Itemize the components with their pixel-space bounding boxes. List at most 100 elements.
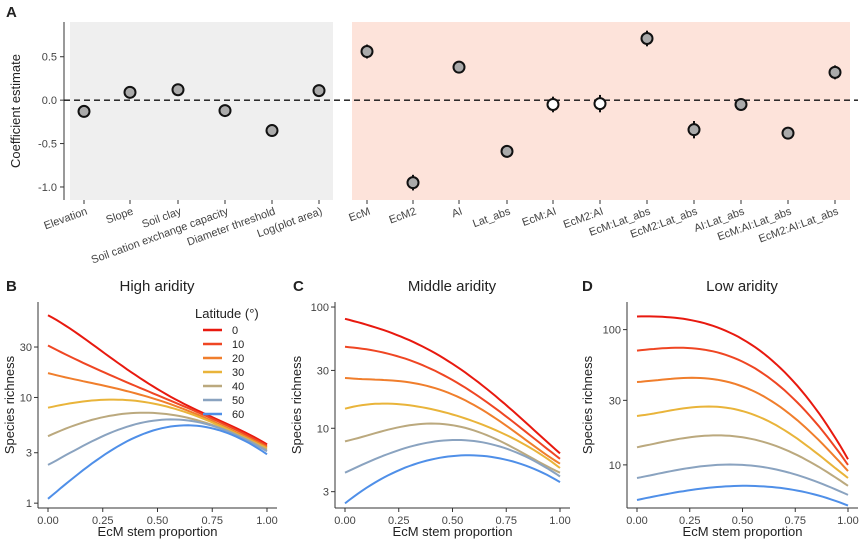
panel-a-point <box>406 176 420 190</box>
x-tick-label: 0.00 <box>334 515 355 527</box>
y-axis-label: Species richness <box>580 355 595 454</box>
legend-title: Latitude (°) <box>195 306 259 321</box>
panel-a-x-tick-label: AI <box>450 206 464 221</box>
panel-a-point <box>687 123 701 137</box>
x-tick-label: 0.25 <box>92 515 113 527</box>
panel-a-x-tick-label: EcM2:AI:Lat_abs <box>757 205 840 245</box>
series-line-latitude-0 <box>344 317 561 455</box>
series-line-latitude-60 <box>47 424 268 500</box>
x-tick-label: 0.75 <box>202 515 223 527</box>
series-line-latitude-0 <box>636 315 849 460</box>
panel-c-letter: C <box>293 278 304 295</box>
series-line-latitude-30 <box>636 405 849 479</box>
panel-d-letter: D <box>582 278 593 295</box>
panel-a-point <box>828 65 842 79</box>
panel-b: B High aridity 1 3 10 30 0.00 0.25 0.50 0.75 1.00 E… <box>2 278 278 539</box>
series-line-latitude-20 <box>47 372 268 448</box>
panel-a-point <box>546 97 560 111</box>
panel-c-title: Middle aridity <box>408 278 497 295</box>
panel-a-point <box>171 83 185 97</box>
y-tick-label: 3 <box>26 448 32 460</box>
series-line-latitude-40 <box>636 434 849 487</box>
panel-d: D Low aridity 10 30 100 0.00 0.25 0.50 0.75 1.00 E… <box>580 278 859 539</box>
panel-a-point <box>360 45 374 59</box>
series-line-latitude-60 <box>344 454 561 505</box>
panel-a-x-tick-label: EcM:AI <box>521 206 558 229</box>
legend-label: 10 <box>232 339 244 351</box>
series-line-latitude-10 <box>344 345 561 460</box>
y-tick-label: 10 <box>609 460 621 472</box>
x-tick-label: 1.00 <box>256 515 277 527</box>
legend: Latitude (°) 0 10 20 30 40 50 60 <box>195 306 259 421</box>
panel-a-x-tick-label: Slope <box>104 206 135 227</box>
y-tick-label: 30 <box>20 342 32 354</box>
legend-label: 30 <box>232 367 244 379</box>
legend-label: 0 <box>232 325 238 337</box>
x-tick-label: 1.00 <box>837 515 858 527</box>
panel-a-y-tick-label: 0.5 <box>42 52 57 64</box>
series-line-latitude-10 <box>636 346 849 466</box>
series-line-latitude-50 <box>47 418 268 466</box>
panel-a-y-tick-label: 0.0 <box>42 95 57 107</box>
panel-a-point <box>734 97 748 111</box>
series-line-latitude-60 <box>636 484 849 507</box>
panel-a-x-tick-label: EcM <box>347 206 372 225</box>
legend-label: 40 <box>232 381 244 393</box>
panel-a-point <box>500 144 514 158</box>
series-line-latitude-40 <box>344 422 561 474</box>
panel-c: C Middle aridity 3 10 30 100 0.00 0.25 0.50 0.75 1… <box>289 278 571 539</box>
x-tick-label: 0.50 <box>147 515 168 527</box>
x-tick-label: 0.75 <box>496 515 517 527</box>
panel-a: A 0.5 0.0 -0.5 -1.0 Coefficient estimate Eleva… <box>6 4 858 266</box>
panel-a-point <box>265 124 279 138</box>
series-line-latitude-30 <box>47 398 268 450</box>
panel-a-x-tick-label: EcM2 <box>387 206 418 227</box>
panel-a-y-axis-label: Coefficient estimate <box>8 54 23 168</box>
legend-label: 50 <box>232 395 244 407</box>
series-line-latitude-0 <box>47 314 268 446</box>
x-tick-label: 0.25 <box>388 515 409 527</box>
y-axis-label: Species richness <box>289 355 304 454</box>
panel-a-y-tick-label: -0.5 <box>38 139 57 151</box>
series-line-latitude-10 <box>47 344 268 447</box>
y-tick-label: 1 <box>26 498 32 510</box>
x-tick-label: 0.50 <box>732 515 753 527</box>
y-tick-label: 10 <box>20 392 32 404</box>
panel-b-title: High aridity <box>119 278 195 295</box>
x-tick-label: 0.00 <box>37 515 58 527</box>
x-tick-label: 0.00 <box>626 515 647 527</box>
series-line-latitude-20 <box>636 376 849 472</box>
panel-a-point <box>77 104 91 118</box>
panel-a-x-tick-label: Lat_abs <box>471 205 512 230</box>
panel-a-background-1 <box>70 22 333 200</box>
panel-a-point <box>123 85 137 99</box>
panel-a-point <box>593 97 607 111</box>
panel-a-point <box>312 84 326 98</box>
series-line-latitude-30 <box>344 402 561 469</box>
x-tick-label: 1.00 <box>549 515 570 527</box>
panel-a-point <box>781 126 795 140</box>
x-tick-label: 0.75 <box>785 515 806 527</box>
legend-label: 20 <box>232 353 244 365</box>
panel-d-title: Low aridity <box>706 278 778 295</box>
x-axis-label: EcM stem proportion <box>683 524 803 539</box>
series-line-latitude-20 <box>344 377 561 465</box>
x-axis-label: EcM stem proportion <box>393 524 513 539</box>
panel-a-y-tick-label: -1.0 <box>38 182 57 194</box>
x-tick-label: 0.50 <box>442 515 463 527</box>
legend-label: 60 <box>232 409 244 421</box>
y-tick-label: 10 <box>317 423 329 435</box>
x-axis-label: EcM stem proportion <box>98 524 218 539</box>
panel-a-letter: A <box>6 4 17 21</box>
y-tick-label: 100 <box>603 325 621 337</box>
y-axis-label: Species richness <box>2 355 17 454</box>
series-line-latitude-50 <box>636 463 849 496</box>
panel-a-point <box>452 60 466 74</box>
y-tick-label: 3 <box>323 487 329 499</box>
series-line-latitude-50 <box>344 439 561 478</box>
panel-a-point <box>218 104 232 118</box>
panel-a-point <box>640 31 654 45</box>
panel-a-x-tick-label: Elevation <box>42 206 89 233</box>
y-tick-label: 30 <box>317 365 329 377</box>
